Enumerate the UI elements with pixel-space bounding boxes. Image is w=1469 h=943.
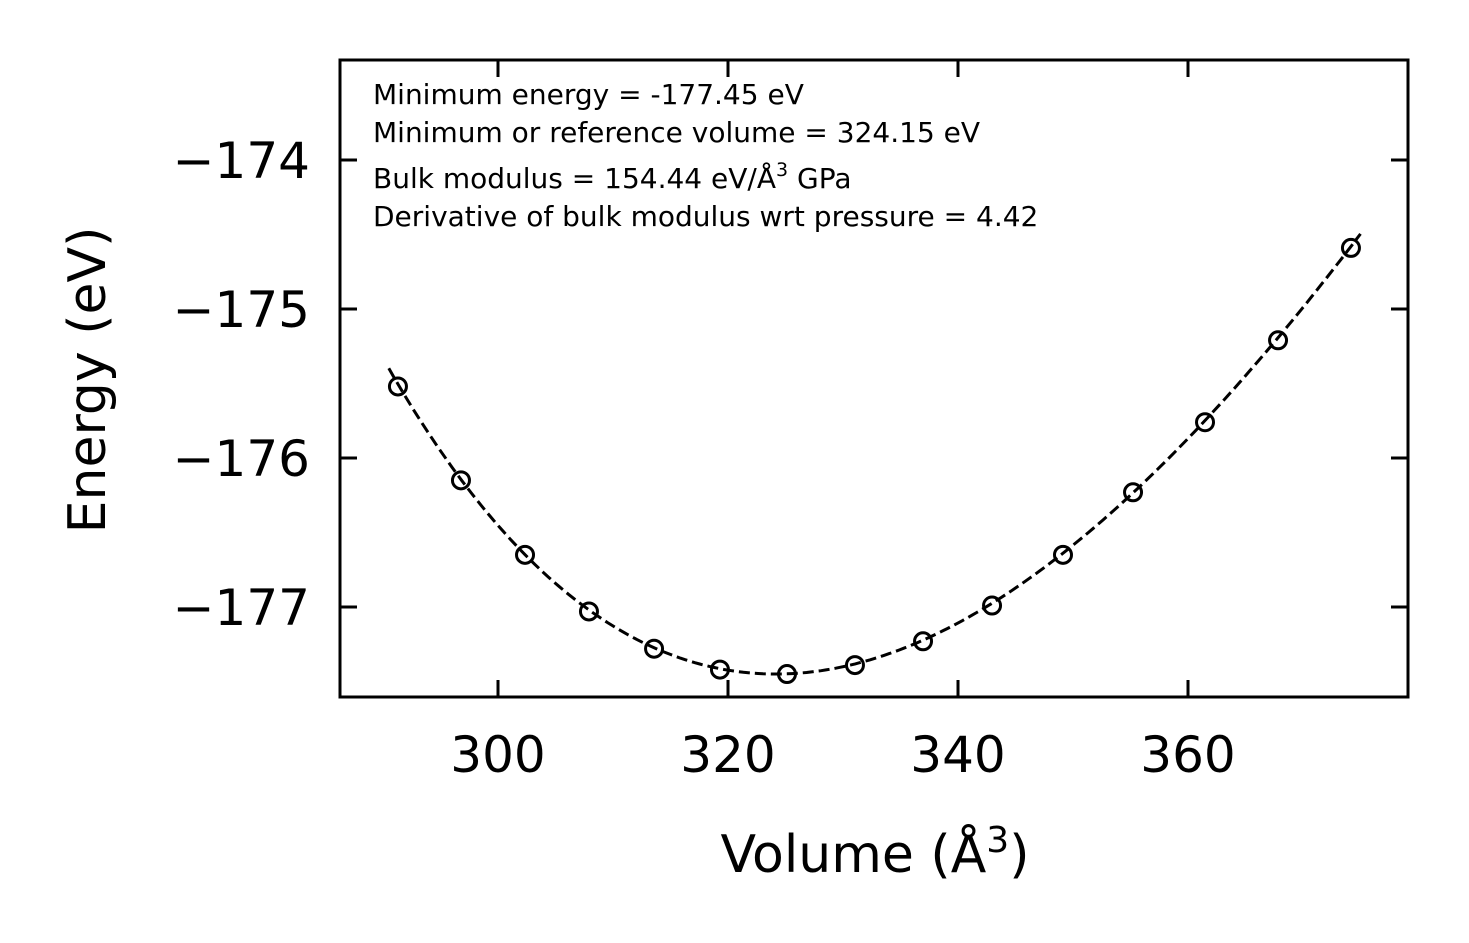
data-point xyxy=(844,655,865,676)
data-point xyxy=(1052,544,1073,565)
data-point xyxy=(1268,330,1289,351)
x-axis-label: Volume (Å3) xyxy=(721,820,1030,885)
y-axis-label: Energy (eV) xyxy=(58,227,118,534)
x-tick-label: 340 xyxy=(910,726,1005,784)
plot-area xyxy=(387,232,1362,685)
data-point xyxy=(1340,237,1361,258)
data-point xyxy=(387,376,408,397)
data-point xyxy=(709,659,730,680)
x-tick-label: 360 xyxy=(1140,726,1235,784)
y-tick-label: −176 xyxy=(173,430,310,488)
data-point xyxy=(982,595,1003,616)
fit-curve xyxy=(387,232,1362,676)
y-tick-label: −177 xyxy=(173,579,310,637)
annotation-bulk-modulus: Bulk modulus = 154.44 eV/Å3 GPa xyxy=(373,159,851,195)
annotation-bulk-modulus-unit: GPa xyxy=(788,162,851,195)
data-point xyxy=(578,601,599,622)
data-point xyxy=(776,664,797,685)
x-axis-label-text: Volume (Å xyxy=(721,823,987,885)
annotation-bulk-modulus-derivative: Derivative of bulk modulus wrt pressure … xyxy=(373,200,1038,233)
data-point xyxy=(644,638,665,659)
annotation-bulk-modulus-text: Bulk modulus = 154.44 eV/Å xyxy=(373,161,776,195)
y-tick-label: −175 xyxy=(173,281,310,339)
annotation-min-volume: Minimum or reference volume = 324.15 eV xyxy=(373,116,980,149)
y-tick-label: −174 xyxy=(173,132,310,190)
data-point xyxy=(1195,412,1216,433)
data-point xyxy=(450,470,471,491)
data-point xyxy=(1123,482,1144,503)
annotation-bulk-modulus-sup: 3 xyxy=(776,159,788,181)
annotation-min-energy: Minimum energy = -177.45 eV xyxy=(373,78,804,111)
x-tick-label: 300 xyxy=(450,726,545,784)
x-axis-label-sup: 3 xyxy=(986,820,1009,861)
x-tick-label: 320 xyxy=(680,726,775,784)
data-point xyxy=(913,631,934,652)
axes-frame xyxy=(338,58,1410,699)
data-point xyxy=(515,544,536,565)
x-axis-label-end: ) xyxy=(1009,825,1029,885)
